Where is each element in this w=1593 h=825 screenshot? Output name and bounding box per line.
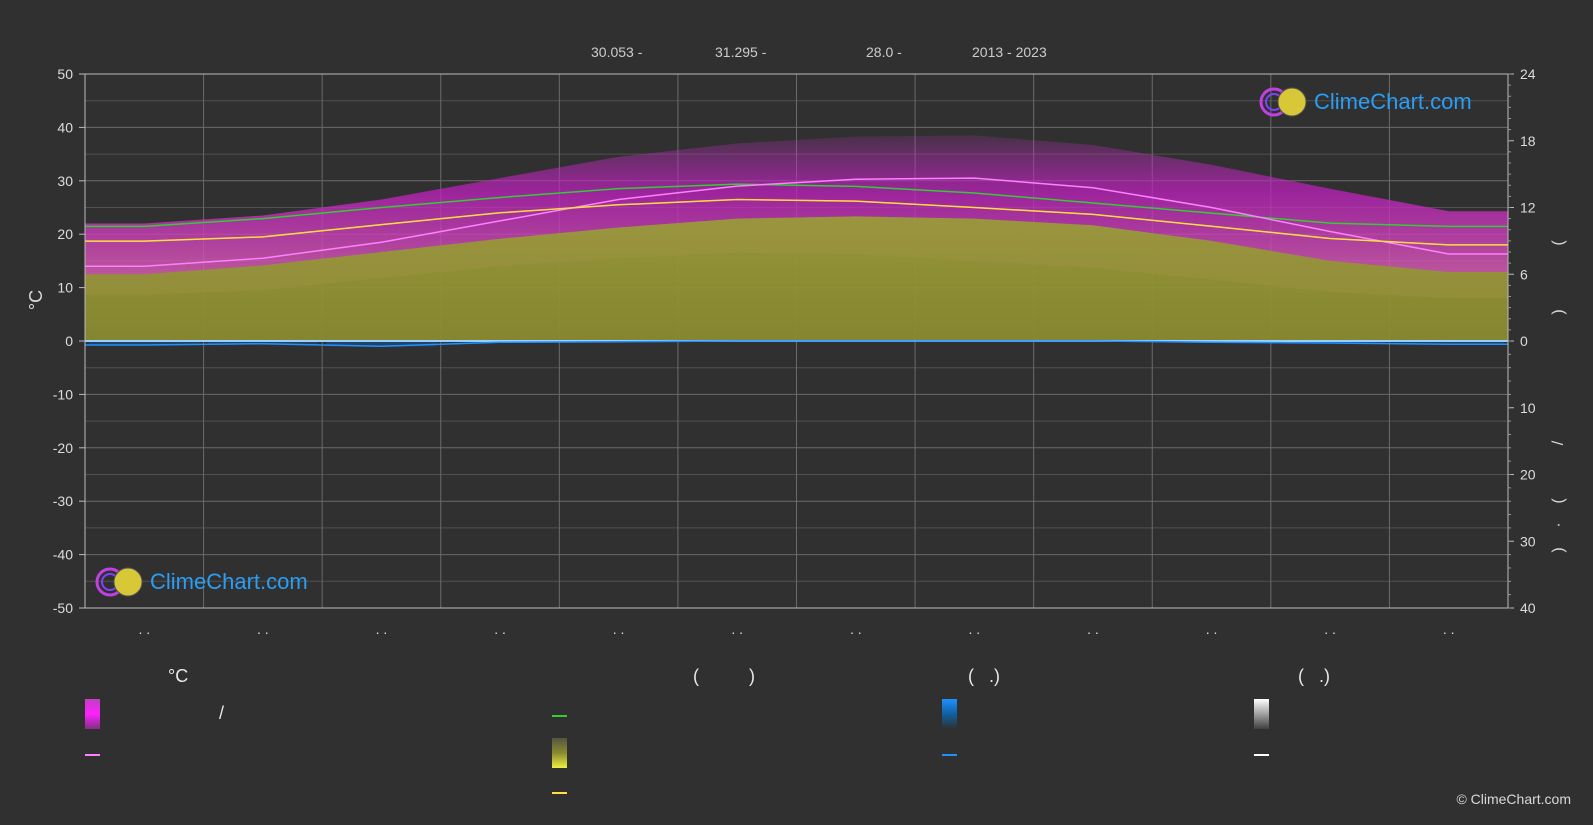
right-bottom-tick-label: 40	[1520, 600, 1536, 616]
month-label: . .	[1206, 621, 1218, 637]
header-years: 2013 - 2023	[972, 44, 1047, 60]
right-top-tick-label: 6	[1520, 266, 1528, 282]
left-tick-label: 20	[57, 226, 73, 242]
right-bottom-tick-label: 10	[1520, 400, 1536, 416]
left-tick-label: -50	[53, 600, 73, 616]
precipitation-bar	[326, 341, 437, 347]
month-label: . .	[969, 621, 981, 637]
month-label: . .	[731, 621, 743, 637]
logo-bottom: ClimeChart.com	[94, 566, 308, 598]
legend-range-separator: /	[219, 703, 225, 723]
left-tick-label: -30	[53, 493, 73, 509]
data-lines	[85, 177, 1508, 348]
right-axis-label-glyph: (	[1550, 498, 1567, 504]
month-label: . .	[850, 621, 862, 637]
legend-temperature-title: °C	[168, 666, 189, 686]
right-axis-label-glyph: )	[1550, 309, 1567, 314]
logo-text: ClimeChart.com	[1314, 89, 1472, 114]
logo-top: ClimeChart.com	[1258, 86, 1472, 118]
month-label: . .	[1324, 621, 1336, 637]
logo-text: ClimeChart.com	[150, 569, 308, 594]
legend-sunshine-swatch	[552, 738, 567, 768]
month-label: . .	[613, 621, 625, 637]
legend-mean-rain-swatch	[942, 754, 957, 756]
precipitation-bar	[1393, 341, 1504, 345]
legend-snow-swatch	[1254, 699, 1269, 729]
legend-mean-snow-swatch	[1254, 754, 1269, 756]
right-top-tick-label: 12	[1520, 200, 1536, 216]
header-longitude: 31.295 -	[715, 44, 767, 60]
right-axis-label-glyph: (	[1550, 240, 1567, 246]
daylight-line	[85, 183, 1508, 228]
legend-max-range-swatch	[85, 699, 100, 729]
right-top-tick-label: 18	[1520, 133, 1536, 149]
left-tick-label: 10	[57, 280, 73, 296]
legend-rain-title: ( .)	[968, 666, 1000, 686]
logo-icon	[95, 567, 143, 597]
header-latitude: 30.053 -	[591, 44, 643, 60]
left-tick-label: -20	[53, 440, 73, 456]
mean-sunshine-line	[85, 198, 1508, 246]
left-tick-label: 40	[57, 119, 73, 135]
data-bands	[85, 135, 1508, 347]
month-label: . .	[1443, 621, 1455, 637]
month-label: . .	[1087, 621, 1099, 637]
sunshine-area	[85, 216, 1508, 341]
left-tick-label: 0	[65, 333, 73, 349]
mean-max-temperature-line	[85, 177, 1508, 267]
month-label: . .	[257, 621, 269, 637]
left-tick-label: 30	[57, 173, 73, 189]
header-elevation: 28.0 -	[866, 44, 902, 60]
left-axis-unit: °C	[26, 290, 46, 310]
month-label: . .	[376, 621, 388, 637]
legend-snow-title: ( .)	[1298, 666, 1330, 686]
left-tick-label: -40	[53, 547, 73, 563]
legend-daylight-swatch	[552, 715, 567, 717]
copyright: © ClimeChart.com	[1456, 791, 1571, 807]
legend-mean-max-swatch	[85, 754, 100, 756]
right-axis-label-glyph: /	[1550, 440, 1567, 445]
legend-mean-sunshine-swatch	[552, 792, 567, 794]
legend-sun-title: ( )	[693, 666, 755, 686]
axes: 50 40 30 20 10 0 -10 -20 -30 -40 -50 24 18 12 6 0 10 20 30…	[53, 66, 1567, 637]
climate-chart: 50 40 30 20 10 0 -10 -20 -30 -40 -50 24 18 12 6 0 10 20 30…	[26, 66, 1567, 637]
legend-rain-swatch	[942, 699, 957, 729]
right-axis-label-glyph: )	[1550, 547, 1567, 552]
right-bottom-tick-label: 20	[1520, 467, 1536, 483]
left-tick-label: -10	[53, 386, 73, 402]
right-bottom-tick-label: 30	[1520, 533, 1536, 549]
month-label: . .	[138, 621, 150, 637]
month-label: . .	[494, 621, 506, 637]
precipitation-bar	[1274, 341, 1386, 344]
right-top-tick-label: 0	[1520, 333, 1528, 349]
logo-icon	[1259, 87, 1307, 117]
right-top-tick-label: 24	[1520, 66, 1536, 82]
precipitation-bar	[207, 341, 319, 344]
mean-precipitation-line	[85, 340, 1508, 348]
right-axis-label-glyph: ·	[1550, 522, 1567, 527]
precipitation-bar	[89, 341, 200, 346]
left-tick-label: 50	[57, 66, 73, 82]
